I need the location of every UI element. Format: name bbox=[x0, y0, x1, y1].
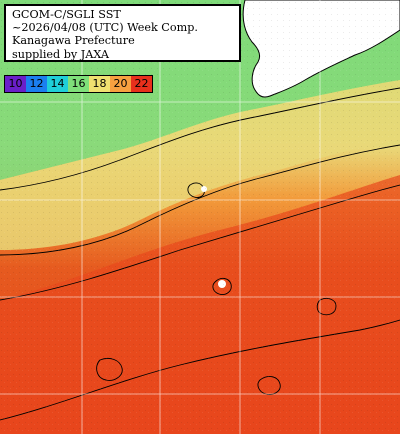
legend-cell-12: 12 bbox=[26, 76, 47, 92]
legend-cell-16: 16 bbox=[68, 76, 89, 92]
title-line-3: Kanagawa Prefecture bbox=[12, 34, 135, 48]
legend-cell-22: 22 bbox=[131, 76, 152, 92]
color-legend: 10 12 14 16 18 20 22 bbox=[4, 75, 153, 93]
legend-cell-10: 10 bbox=[5, 76, 26, 92]
legend-cell-20: 20 bbox=[110, 76, 131, 92]
title-box: GCOM-C/SGLI SST ~2026/04/08 (UTC) Week C… bbox=[4, 4, 241, 62]
title-line-1: GCOM-C/SGLI SST bbox=[12, 8, 121, 21]
title-line-4: supplied by JAXA bbox=[12, 47, 110, 61]
legend-cell-14: 14 bbox=[47, 76, 68, 92]
title-line-2: ~2026/04/08 (UTC) Week Comp. bbox=[12, 21, 198, 35]
legend-cell-18: 18 bbox=[89, 76, 110, 92]
